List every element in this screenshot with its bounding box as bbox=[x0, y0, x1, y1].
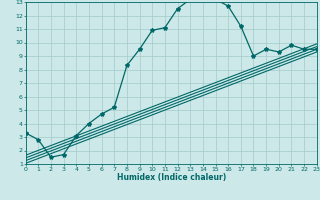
X-axis label: Humidex (Indice chaleur): Humidex (Indice chaleur) bbox=[116, 173, 226, 182]
